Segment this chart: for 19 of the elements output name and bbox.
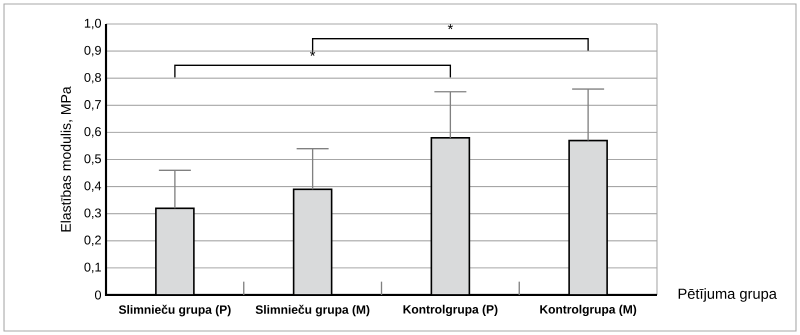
- y-tick-label: 0,3: [84, 208, 101, 219]
- x-tick-label: Slimnieču grupa (M): [256, 304, 370, 316]
- y-tick-label: 0,9: [84, 46, 101, 56]
- x-tick-label: Kontrolgrupa (P): [404, 304, 498, 316]
- y-tick-label: 0,7: [84, 100, 101, 111]
- y-tick-label: 0,8: [84, 72, 101, 84]
- y-tick-label: 0,4: [84, 181, 102, 192]
- annotation: *: [448, 24, 453, 30]
- x-tick-label: Slimnieču grupa (P): [118, 304, 231, 316]
- y-tick-label: 0: [94, 290, 102, 300]
- y-tick-label: 0,5: [84, 154, 101, 165]
- y-tick-label: 1,0: [84, 18, 102, 30]
- x-axis-title: Pētījuma grupa: [678, 288, 777, 302]
- y-tick-label: 0,2: [84, 236, 101, 246]
- y-tick-label: 0,6: [84, 127, 101, 138]
- annotation: *: [310, 50, 316, 56]
- y-axis-title: Elastības modulis, MPa: [60, 86, 73, 232]
- y-tick-label: 0,1: [84, 262, 101, 274]
- x-tick-label: Kontrolgrupa (M): [540, 304, 636, 316]
